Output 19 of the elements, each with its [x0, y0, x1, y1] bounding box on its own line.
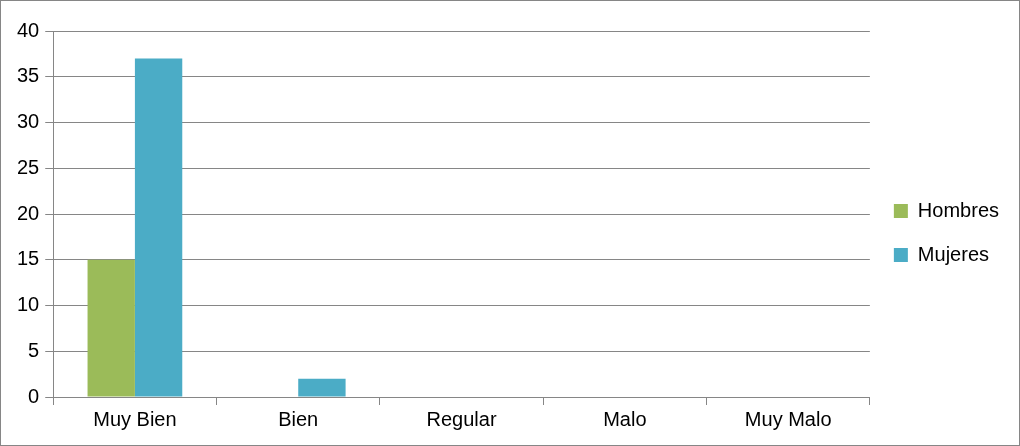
bar [134, 58, 183, 397]
legend-label: Hombres [917, 198, 1000, 221]
bar [87, 259, 135, 397]
y-tick-label: 30 [17, 110, 40, 133]
y-tick-label: 40 [17, 18, 40, 41]
x-tick-label: Regular [426, 407, 497, 430]
x-tick-label: Muy Bien [93, 407, 177, 430]
x-tick-label: Muy Malo [744, 407, 832, 430]
y-tick-label: 35 [17, 64, 40, 87]
x-tick-label: Malo [603, 407, 647, 430]
y-tick-label: 25 [17, 155, 40, 178]
x-tick-label: Bien [278, 407, 319, 430]
bar [298, 378, 346, 397]
legend-label: Mujeres [917, 242, 990, 265]
y-tick-label: 15 [17, 247, 40, 270]
y-tick-label: 20 [17, 201, 40, 224]
y-tick-label: 10 [17, 293, 40, 316]
y-tick-label: 0 [28, 384, 40, 407]
y-tick-label: 5 [28, 338, 40, 361]
